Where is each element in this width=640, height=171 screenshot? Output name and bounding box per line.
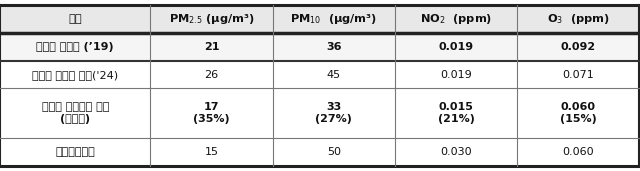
Text: 0.060
(15%): 0.060 (15%) — [560, 102, 596, 124]
Text: PM$_{2.5}$ (μg/m³): PM$_{2.5}$ (μg/m³) — [169, 12, 254, 26]
Text: 45: 45 — [326, 70, 341, 80]
Text: 17
(35%): 17 (35%) — [193, 102, 230, 124]
Text: 0.060: 0.060 — [563, 147, 594, 157]
Text: 0.019: 0.019 — [438, 42, 474, 52]
Text: 50: 50 — [327, 147, 340, 157]
Text: 21: 21 — [204, 42, 220, 52]
Text: 0.019: 0.019 — [440, 70, 472, 80]
Text: 0.015
(21%): 0.015 (21%) — [438, 102, 474, 124]
Text: O$_{3}$  (ppm): O$_{3}$ (ppm) — [547, 12, 609, 26]
Text: 0.092: 0.092 — [561, 42, 596, 52]
Text: 15: 15 — [205, 147, 218, 157]
Text: 36: 36 — [326, 42, 342, 52]
Bar — [0, 33, 639, 61]
Text: 동남권 대기개선 목표
(저감률): 동남권 대기개선 목표 (저감률) — [42, 102, 109, 124]
Text: 대기환경기준: 대기환경기준 — [55, 147, 95, 157]
Text: 동남권 대기질 전망('24): 동남권 대기질 전망('24) — [32, 70, 118, 80]
Text: 부산시 대기질 (’19): 부산시 대기질 (’19) — [36, 42, 114, 52]
Text: PM$_{10}$  (μg/m³): PM$_{10}$ (μg/m³) — [290, 12, 378, 26]
Text: 33
(27%): 33 (27%) — [316, 102, 352, 124]
Bar — [0, 5, 639, 33]
Text: NO$_{2}$  (ppm): NO$_{2}$ (ppm) — [420, 12, 492, 26]
Text: 구분: 구분 — [68, 14, 82, 24]
Text: 0.030: 0.030 — [440, 147, 472, 157]
Text: 0.071: 0.071 — [563, 70, 594, 80]
Text: 26: 26 — [204, 70, 219, 80]
